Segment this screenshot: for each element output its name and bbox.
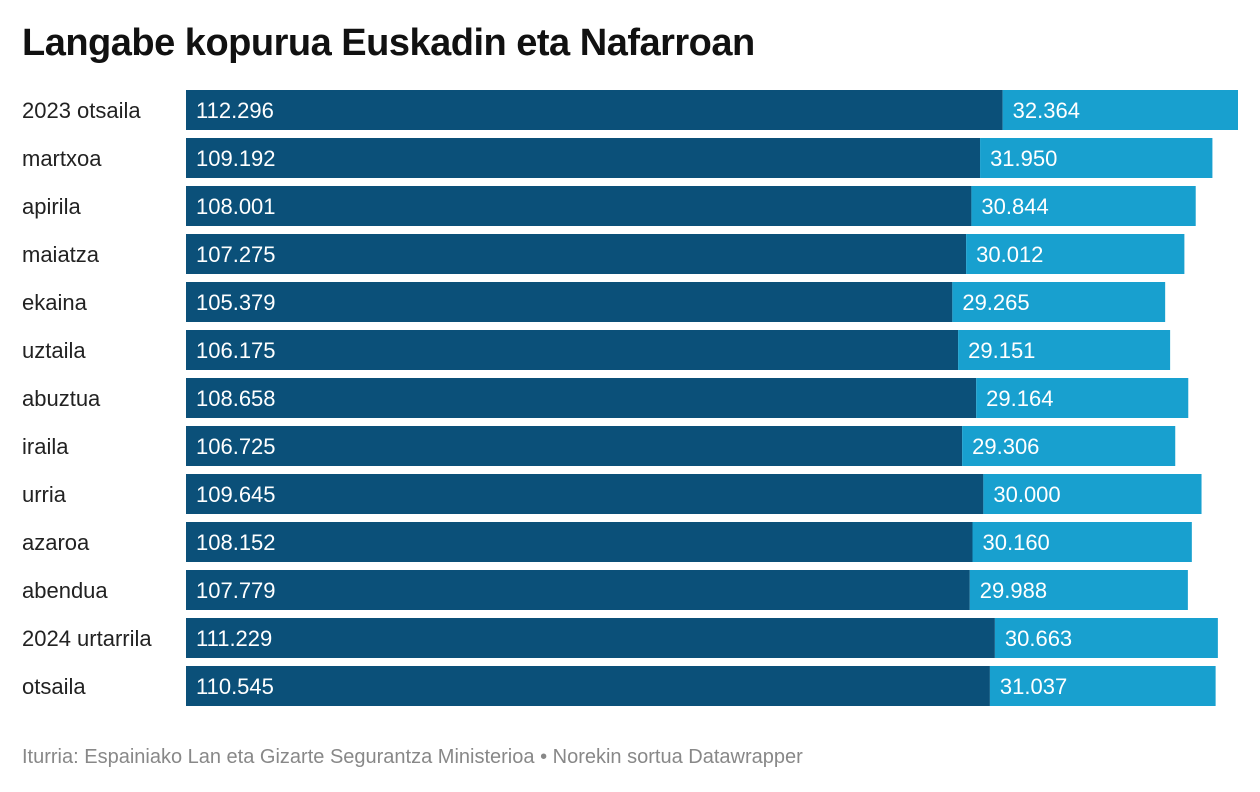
category-label: iraila [22, 434, 69, 459]
bar-segment-series-2 [994, 618, 1218, 658]
bar-segment-series-1 [186, 426, 963, 466]
data-label-series-1: 112.296 [196, 98, 274, 123]
data-label-series-2: 32.364 [1013, 98, 1080, 123]
bar-segment-series-1 [186, 90, 1003, 130]
data-label-series-2: 30.663 [1005, 626, 1072, 651]
data-label-series-2: 30.000 [993, 482, 1060, 507]
data-label-series-2: 29.164 [986, 386, 1053, 411]
bar-row: iraila 106.725 29.306 [22, 426, 1176, 466]
bar-segment-series-1 [186, 666, 990, 706]
chart-footer: Iturria: Espainiako Lan eta Gizarte Segu… [22, 746, 803, 769]
category-label: otsaila [22, 674, 86, 699]
category-label: martxoa [22, 146, 102, 171]
bar-segment-series-2 [980, 138, 1213, 178]
bar-segment-series-1 [186, 522, 973, 562]
data-label-series-2: 29.306 [972, 434, 1039, 459]
bar-segment-series-1 [186, 474, 984, 514]
bar-row: uztaila 106.175 29.151 [22, 330, 1171, 370]
bar-segment-series-2 [972, 522, 1192, 562]
bar-row: 2024 urtarrila 111.229 30.663 [22, 618, 1218, 658]
bar-row: urria 109.645 30.000 [22, 474, 1202, 514]
data-label-series-2: 30.844 [981, 194, 1048, 219]
category-label: maiatza [22, 242, 100, 267]
bar-segment-series-1 [186, 282, 953, 322]
category-label: urria [22, 482, 67, 507]
source-note: Iturria: Espainiako Lan eta Gizarte Segu… [22, 746, 535, 768]
credit-note: Norekin sortua Datawrapper [552, 746, 803, 768]
bar-segment-series-1 [186, 138, 981, 178]
category-label: ekaina [22, 290, 88, 315]
category-label: 2023 otsaila [22, 98, 141, 123]
category-label: abendua [22, 578, 108, 603]
category-label: abuztua [22, 386, 101, 411]
bar-segment-series-1 [186, 186, 972, 226]
bar-segment-series-2 [971, 186, 1196, 226]
data-label-series-2: 30.012 [976, 242, 1043, 267]
bar-row: abendua 107.779 29.988 [22, 570, 1188, 610]
bar-row: otsaila 110.545 31.037 [22, 666, 1216, 706]
bar-row: apirila 108.001 30.844 [22, 186, 1196, 226]
data-label-series-2: 30.160 [983, 530, 1050, 555]
bar-row: abuztua 108.658 29.164 [22, 378, 1189, 418]
bar-segment-series-1 [186, 330, 959, 370]
bar-segment-series-2 [962, 426, 1176, 466]
data-label-series-1: 107.779 [196, 578, 276, 603]
data-label-series-1: 108.658 [196, 386, 276, 411]
category-label: 2024 urtarrila [22, 626, 152, 651]
data-label-series-2: 29.265 [962, 290, 1029, 315]
chart-title: Langabe kopurua Euskadin eta Nafarroan [22, 22, 755, 64]
bar-segment-series-2 [958, 330, 1171, 370]
data-label-series-2: 31.950 [990, 146, 1057, 171]
data-label-series-1: 108.001 [196, 194, 276, 219]
data-label-series-1: 106.725 [196, 434, 276, 459]
data-label-series-2: 29.988 [980, 578, 1047, 603]
bar-segment-series-1 [186, 378, 977, 418]
category-label: apirila [22, 194, 81, 219]
bar-row: azaroa 108.152 30.160 [22, 522, 1192, 562]
bar-segment-series-2 [976, 378, 1189, 418]
bar-segment-series-2 [966, 234, 1185, 274]
bar-segment-series-2 [1002, 90, 1238, 130]
category-label: uztaila [22, 338, 86, 363]
data-label-series-1: 107.275 [196, 242, 276, 267]
bar-segment-series-1 [186, 234, 967, 274]
bar-segment-series-1 [186, 570, 970, 610]
data-label-series-1: 111.229 [196, 626, 272, 651]
data-label-series-1: 105.379 [196, 290, 276, 315]
data-label-series-1: 110.545 [196, 674, 274, 699]
bar-segment-series-2 [952, 282, 1166, 322]
footer-separator: • [540, 746, 548, 768]
data-label-series-1: 109.645 [196, 482, 276, 507]
data-label-series-2: 29.151 [968, 338, 1035, 363]
bar-row: 2023 otsaila 112.296 32.364 [22, 90, 1238, 130]
data-label-series-1: 106.175 [196, 338, 276, 363]
data-label-series-1: 108.152 [196, 530, 276, 555]
bar-segment-series-2 [989, 666, 1216, 706]
data-label-series-2: 31.037 [1000, 674, 1067, 699]
bar-row: martxoa 109.192 31.950 [22, 138, 1213, 178]
category-label: azaroa [22, 530, 90, 555]
bar-segment-series-2 [983, 474, 1202, 514]
bar-segment-series-1 [186, 618, 995, 658]
bar-row: maiatza 107.275 30.012 [22, 234, 1185, 274]
data-label-series-1: 109.192 [196, 146, 276, 171]
bar-segment-series-2 [969, 570, 1188, 610]
bar-row: ekaina 105.379 29.265 [22, 282, 1166, 322]
